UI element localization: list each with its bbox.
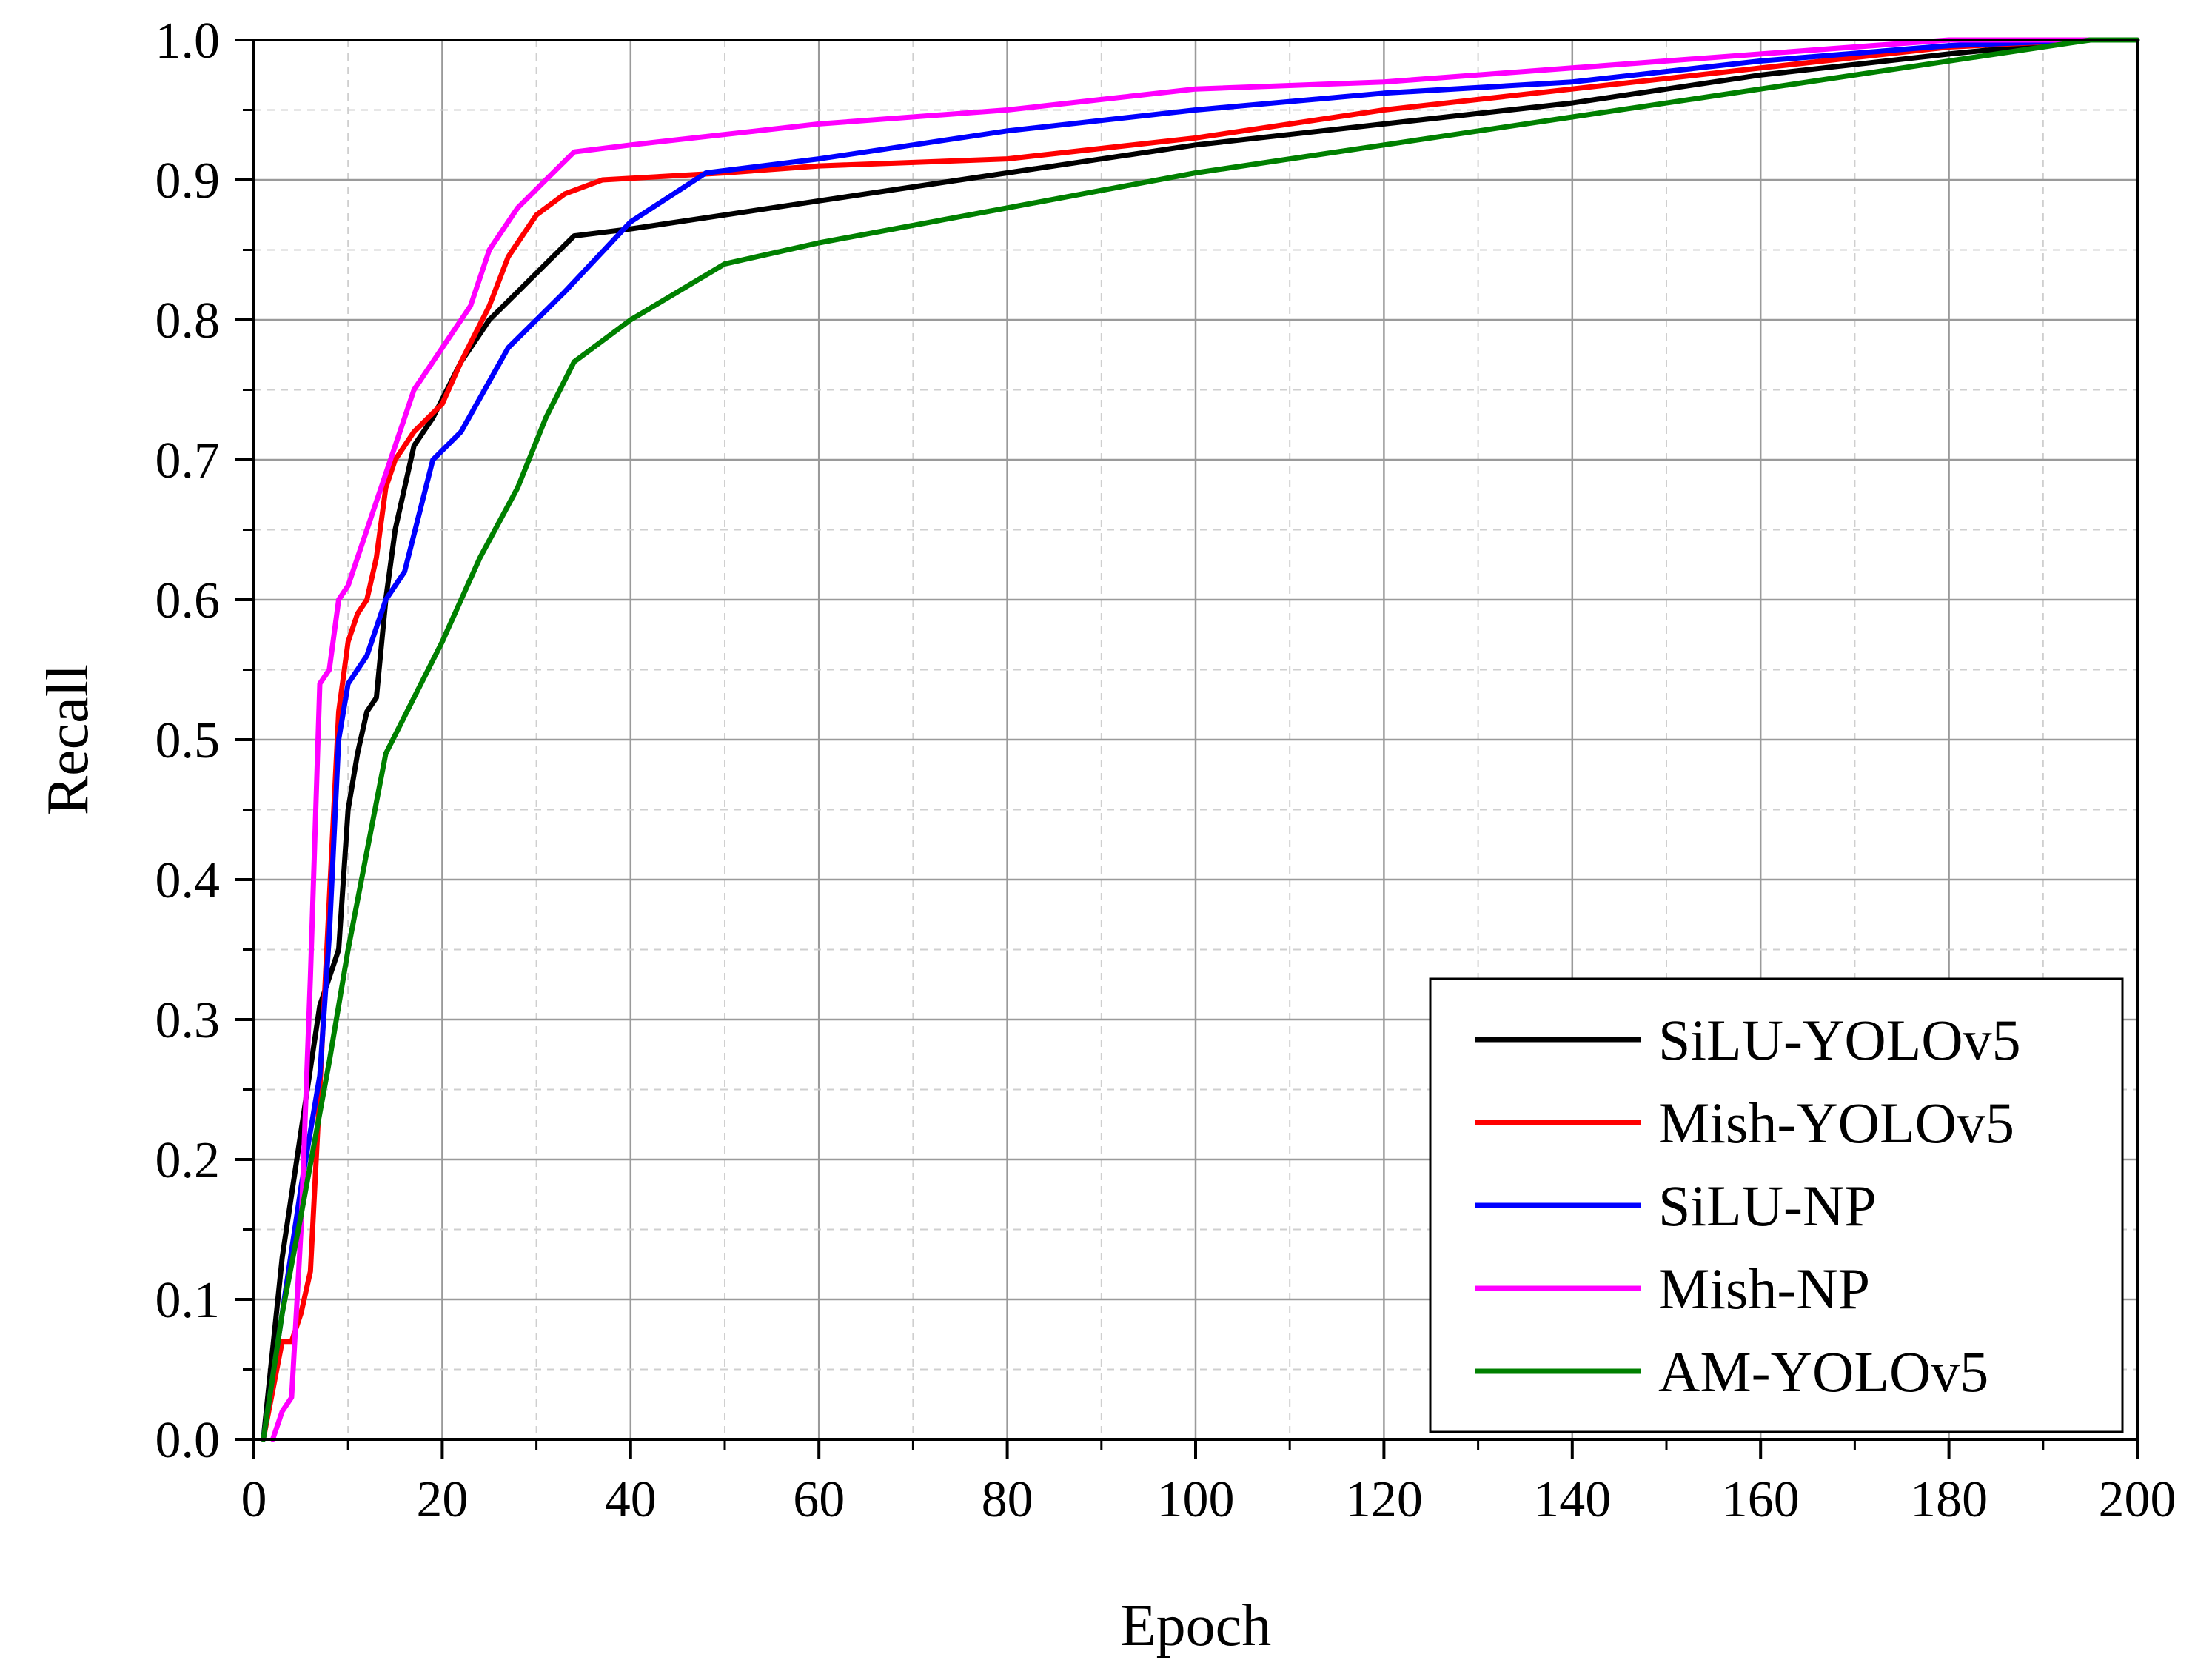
x-tick-label: 140: [1533, 1471, 1611, 1528]
x-tick-label: 180: [1910, 1471, 1988, 1528]
series-line-mish-np: [269, 37, 2140, 1442]
y-tick-label: 1.0: [155, 13, 221, 70]
y-tick-label: 0.4: [155, 852, 221, 909]
x-tick-label: 40: [605, 1471, 657, 1528]
y-tick-label: 0.2: [155, 1132, 221, 1189]
y-axis-title: Recall: [36, 664, 101, 815]
y-tick-label: 0.9: [155, 153, 221, 210]
x-tick-label: 60: [793, 1471, 845, 1528]
legend-label: Mish-YOLOv5: [1658, 1091, 2014, 1155]
x-tick-label: 120: [1345, 1471, 1423, 1528]
y-tick-label: 0.8: [155, 292, 221, 349]
x-tick-label: 200: [2099, 1471, 2176, 1528]
legend-label: AM-YOLOv5: [1658, 1339, 1988, 1404]
axis-ticks: [235, 39, 2139, 1459]
legend-label: SiLU-YOLOv5: [1658, 1008, 2021, 1072]
series-lines: [261, 37, 2140, 1442]
tick-labels: 0 20 40 60 80 100 120 140 160 180 200 0.0 0.1 0.2 0.3 0…: [155, 13, 2176, 1528]
x-tick-label: 80: [982, 1471, 1033, 1528]
x-tick-label: 100: [1157, 1471, 1235, 1528]
series-line-silu-np: [261, 37, 2140, 1442]
y-tick-label: 0.5: [155, 712, 221, 769]
y-tick-label: 0.0: [155, 1412, 221, 1469]
y-tick-label: 0.3: [155, 992, 221, 1049]
legend-label: SiLU-NP: [1658, 1174, 1877, 1238]
y-tick-label: 0.1: [155, 1272, 221, 1329]
y-tick-label: 0.6: [155, 572, 221, 629]
x-axis-title: Epoch: [1120, 1593, 1271, 1659]
legend-label: Mish-NP: [1658, 1256, 1870, 1321]
series-line-am-yolov5: [261, 37, 2140, 1442]
x-tick-label: 20: [416, 1471, 468, 1528]
x-tick-label: 0: [241, 1471, 267, 1528]
series-line-silu-yolov5: [261, 37, 2140, 1442]
y-tick-label: 0.7: [155, 432, 221, 489]
x-tick-label: 160: [1722, 1471, 1800, 1528]
legend: SiLU-YOLOv5 Mish-YOLOv5 SiLU-NP Mish-NP AM-Y…: [1429, 977, 2124, 1433]
